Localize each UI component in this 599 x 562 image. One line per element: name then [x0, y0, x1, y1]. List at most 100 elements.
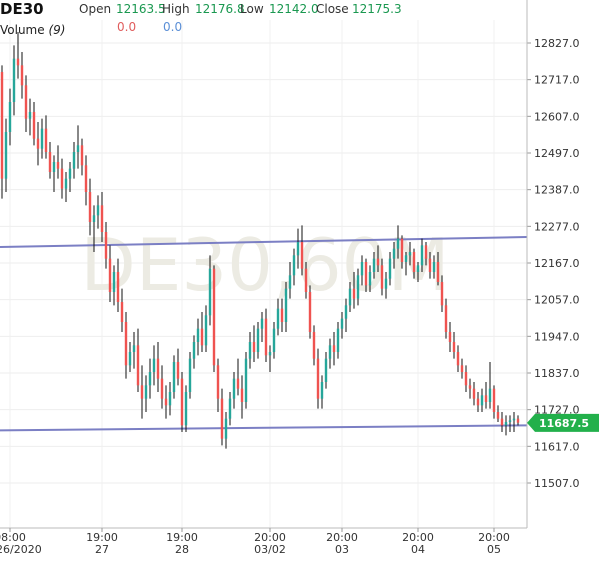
candle	[8, 88, 12, 146]
candle	[140, 365, 144, 419]
candle	[348, 282, 352, 312]
candle	[316, 348, 320, 409]
candle	[88, 178, 92, 236]
candle-body	[208, 268, 212, 316]
candle	[352, 272, 356, 309]
candle-body	[464, 372, 468, 386]
candle	[356, 268, 360, 306]
candle-body	[156, 358, 160, 379]
x-tick-time: 19:00	[166, 531, 198, 544]
candle	[92, 205, 96, 252]
candle-body	[36, 138, 40, 149]
candle-body	[80, 145, 84, 166]
candle	[0, 65, 4, 199]
y-tick-label: 11507.0	[534, 477, 580, 490]
candle-body	[200, 328, 204, 346]
y-tick-label: 12607.0	[534, 110, 580, 123]
candle	[468, 378, 472, 399]
candle-body	[516, 418, 520, 423]
candle	[424, 242, 428, 266]
candle	[376, 245, 380, 272]
candle-body	[284, 288, 288, 322]
candle	[304, 262, 308, 299]
candle-body	[488, 388, 492, 402]
candle	[32, 102, 36, 146]
y-tick-label: 12717.0	[534, 74, 580, 87]
candle-body	[312, 332, 316, 359]
candle	[436, 252, 440, 286]
candle-body	[412, 252, 416, 272]
candle-body	[28, 112, 32, 119]
candle	[144, 375, 148, 412]
candle	[124, 312, 128, 379]
candle	[16, 32, 20, 79]
candle-body	[52, 162, 56, 172]
candle	[40, 118, 44, 159]
candle-body	[408, 252, 412, 256]
candle-body	[416, 265, 420, 272]
candle	[248, 332, 252, 369]
candle-body	[184, 392, 188, 426]
volume-value-2: 0.0	[163, 20, 183, 34]
candle-body	[272, 328, 276, 352]
x-tick-date: 28	[175, 543, 189, 556]
candle	[420, 238, 424, 272]
x-axis: 08:0002/26/202019:002719:002820:0003/022…	[0, 527, 527, 556]
candle-body	[344, 305, 348, 319]
candle	[444, 298, 448, 339]
candle-body	[172, 362, 176, 392]
candle	[260, 312, 264, 342]
candle	[128, 342, 132, 372]
candle-body	[372, 258, 376, 272]
x-tick-date: 04	[411, 543, 425, 556]
candle	[108, 245, 112, 302]
candle	[120, 288, 124, 332]
candle-body	[64, 178, 68, 189]
candle	[492, 385, 496, 419]
candle	[232, 372, 236, 409]
candle	[504, 415, 508, 436]
candle	[440, 275, 444, 312]
candle	[460, 358, 464, 379]
x-tick-time: 20:00	[478, 531, 510, 544]
candle-body	[144, 385, 148, 399]
candle	[372, 252, 376, 279]
candle-body	[484, 395, 488, 402]
candle	[464, 365, 468, 392]
candle	[4, 118, 8, 192]
candle	[28, 98, 32, 136]
trendlines	[0, 236, 528, 432]
candle	[168, 382, 172, 416]
last-price-tag	[527, 413, 599, 432]
candle	[452, 332, 456, 359]
volume-param: (9)	[48, 23, 66, 37]
candle-body	[444, 305, 448, 332]
candle-body	[340, 318, 344, 329]
candle	[244, 352, 248, 409]
candle	[488, 362, 492, 409]
candle-body	[264, 318, 268, 356]
candle	[272, 322, 276, 359]
y-tick-label: 11947.0	[534, 330, 580, 343]
candle	[428, 252, 432, 279]
candle	[508, 415, 512, 432]
candle-body	[44, 128, 48, 152]
close-label: Close	[316, 2, 349, 16]
candle-body	[404, 255, 408, 262]
candle	[24, 75, 28, 132]
candle-body	[420, 245, 424, 266]
candle	[216, 358, 220, 412]
x-tick-time: 20:00	[254, 531, 286, 544]
candle	[320, 375, 324, 409]
y-tick-label: 11727.0	[534, 404, 580, 417]
candle-body	[72, 152, 76, 169]
candle-body	[76, 145, 80, 152]
candle-body	[112, 272, 116, 292]
candle	[288, 262, 292, 299]
candle-body	[140, 385, 144, 399]
candle-body	[108, 258, 112, 292]
candle-body	[24, 85, 28, 119]
x-tick-time: 20:00	[326, 531, 358, 544]
candle	[284, 282, 288, 332]
candle-body	[352, 288, 356, 299]
